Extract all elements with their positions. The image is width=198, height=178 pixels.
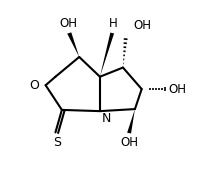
Text: OH: OH xyxy=(59,17,77,30)
Polygon shape xyxy=(67,32,79,57)
Text: N: N xyxy=(102,112,111,125)
Polygon shape xyxy=(127,109,135,134)
Text: OH: OH xyxy=(121,137,139,150)
Polygon shape xyxy=(100,33,114,77)
Text: H: H xyxy=(109,17,117,30)
Text: OH: OH xyxy=(168,83,186,96)
Text: S: S xyxy=(53,137,61,150)
Text: O: O xyxy=(29,79,39,92)
Text: OH: OH xyxy=(134,19,152,32)
